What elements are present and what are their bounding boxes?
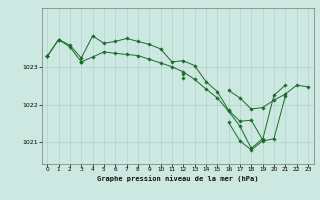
X-axis label: Graphe pression niveau de la mer (hPa): Graphe pression niveau de la mer (hPa) xyxy=(97,175,258,182)
